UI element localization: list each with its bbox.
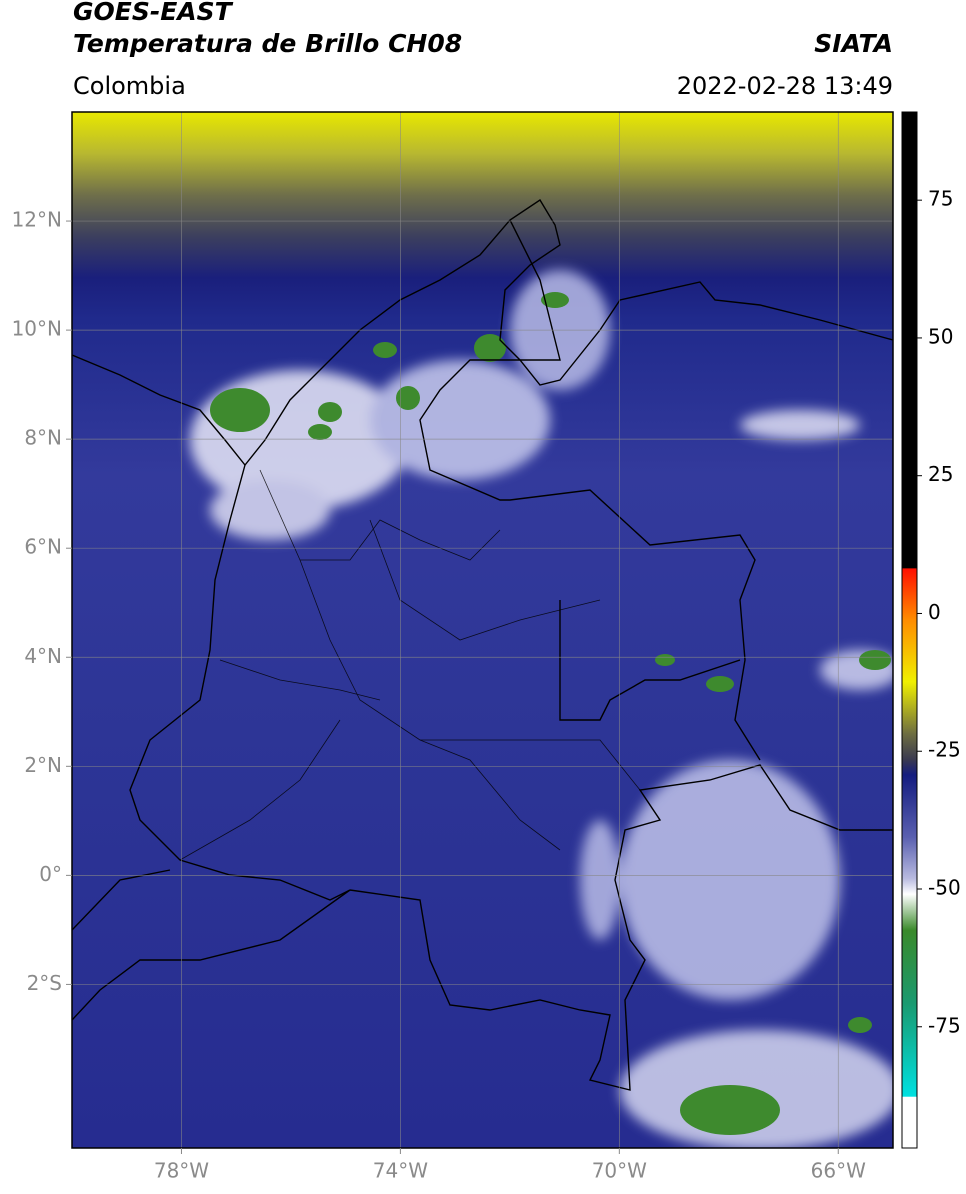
x-tick-label: 66°W	[811, 1159, 866, 1183]
y-tick-label: 2°N	[24, 753, 62, 777]
colorbar-tick-label: 25	[928, 462, 953, 486]
y-tick-label: 12°N	[12, 208, 62, 232]
y-tick-label: 6°N	[24, 535, 62, 559]
region: Colombia	[73, 72, 186, 100]
x-tick-label: 70°W	[592, 1159, 647, 1183]
colorbar-tick-label: -75	[928, 1013, 961, 1037]
x-tick-label: 74°W	[373, 1159, 428, 1183]
map-frame	[71, 111, 894, 1149]
colorbar-tick-label: 0	[928, 600, 941, 624]
colorbar-tick-label: -50	[928, 876, 961, 900]
product: Temperatura de Brillo CH08	[73, 29, 462, 58]
map-image	[72, 112, 893, 1148]
y-tick-label: 10°N	[12, 317, 62, 341]
graticule	[72, 112, 893, 1148]
colorbar	[901, 111, 918, 1149]
y-tick-label: 2°S	[27, 971, 62, 995]
colorbar-tick-label: 75	[928, 187, 953, 211]
x-tick-label: 78°W	[154, 1159, 209, 1183]
institution: SIATA	[814, 29, 893, 58]
colorbar-tick-label: -25	[928, 738, 961, 762]
y-tick-label: 8°N	[24, 426, 62, 450]
satellite: GOES-EAST	[73, 0, 234, 26]
y-tick-label: 0°	[39, 862, 62, 886]
datetime: 2022-02-28 13:49	[677, 72, 893, 100]
colorbar-tick-label: 50	[928, 324, 953, 348]
y-tick-label: 4°N	[24, 644, 62, 668]
